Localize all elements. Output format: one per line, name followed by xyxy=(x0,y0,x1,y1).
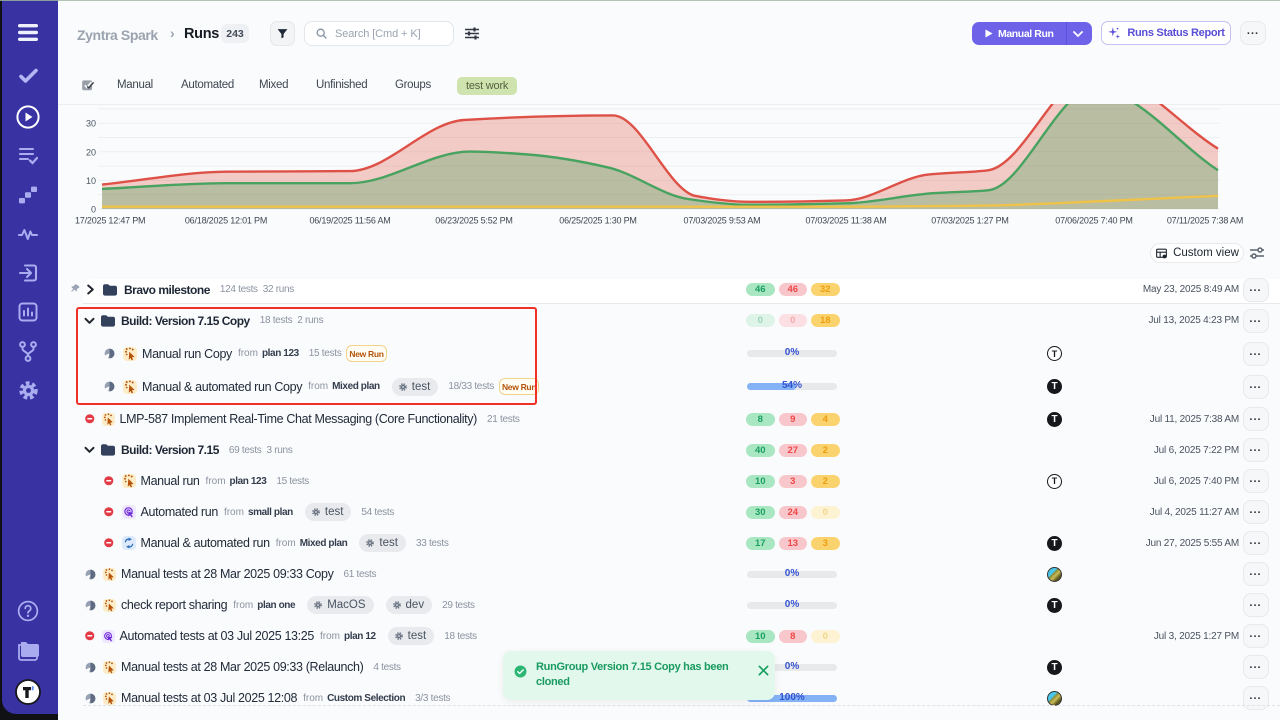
svg-text:06/18/2025 12:01 PM: 06/18/2025 12:01 PM xyxy=(185,216,267,226)
svg-text:07/03/2025 1:27 PM: 07/03/2025 1:27 PM xyxy=(931,216,1008,226)
svg-text:20: 20 xyxy=(86,147,96,157)
svg-text:07/03/2025 11:38 AM: 07/03/2025 11:38 AM xyxy=(805,216,886,226)
svg-text:0: 0 xyxy=(91,205,96,215)
svg-text:06/19/2025 11:56 AM: 06/19/2025 11:56 AM xyxy=(309,216,390,226)
svg-text:07/03/2025 9:53 AM: 07/03/2025 9:53 AM xyxy=(684,216,761,226)
svg-text:07/06/2025 7:40 PM: 07/06/2025 7:40 PM xyxy=(1055,216,1132,226)
svg-text:07/11/2025 7:38 AM: 07/11/2025 7:38 AM xyxy=(1167,216,1243,226)
svg-text:06/25/2025 1:30 PM: 06/25/2025 1:30 PM xyxy=(559,216,636,226)
svg-text:06/23/2025 5:52 PM: 06/23/2025 5:52 PM xyxy=(435,216,512,226)
svg-text:17/2025 12:47 PM: 17/2025 12:47 PM xyxy=(75,216,145,226)
svg-text:30: 30 xyxy=(86,119,96,129)
svg-text:10: 10 xyxy=(86,176,96,186)
